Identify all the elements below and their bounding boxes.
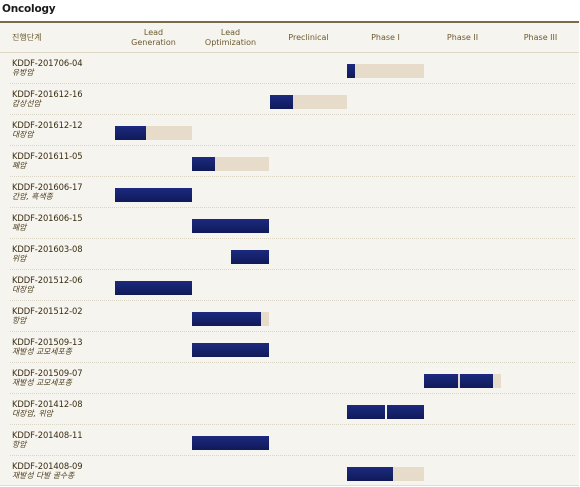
project-row-label: KDDF-201509-13 재발성 교모세포종	[12, 337, 117, 357]
project-code: KDDF-201603-08	[12, 244, 83, 254]
project-code: KDDF-201612-16	[12, 89, 83, 99]
project-indication: 간암, 흑색종	[12, 192, 53, 201]
project-indication: 재발성 교모세포종	[12, 378, 72, 387]
progress-bar	[115, 188, 192, 202]
project-row-label: KDDF-201408-09 재발성 다발 골수종	[12, 461, 117, 481]
stage-header-1: Lead Optimization	[204, 27, 257, 47]
progress-bar	[347, 467, 394, 481]
project-row-label: KDDF-201606-17 간암, 흑색종	[12, 182, 117, 202]
project-code: KDDF-201412-08	[12, 399, 83, 409]
project-code: KDDF-201706-04	[12, 58, 83, 68]
project-indication: 폐암	[12, 161, 27, 170]
project-indication: 유방암	[12, 68, 34, 77]
progress-track	[347, 64, 424, 78]
project-indication: 대장암	[12, 130, 34, 139]
row-separator	[10, 114, 575, 115]
project-indication: 위암	[12, 254, 27, 263]
progress-bar	[230, 250, 269, 264]
stage-header-label: 진행단계	[12, 32, 42, 42]
project-row-label: KDDF-201606-15 폐암	[12, 213, 117, 233]
project-row-label: KDDF-201408-11 항암	[12, 430, 117, 450]
project-code: KDDF-201606-15	[12, 213, 83, 223]
project-code: KDDF-201612-12	[12, 120, 83, 130]
project-code: KDDF-201408-09	[12, 461, 83, 471]
row-separator	[10, 269, 575, 270]
project-code: KDDF-201512-02	[12, 306, 83, 316]
project-indication: 폐암	[12, 223, 27, 232]
project-code: KDDF-201408-11	[12, 430, 83, 440]
progress-bar	[192, 157, 216, 171]
project-row-label: KDDF-201509-07 재발성 교모세포종	[12, 368, 117, 388]
project-row-label: KDDF-201611-05 폐암	[12, 151, 117, 171]
progress-bar	[192, 219, 269, 233]
project-code: KDDF-201512-06	[12, 275, 83, 285]
progress-bar	[270, 95, 294, 109]
project-indication: 항암	[12, 440, 27, 449]
project-row-label: KDDF-201612-12 대장암	[12, 120, 117, 140]
project-indication: 재발성 다발 골수종	[12, 471, 75, 480]
row-separator	[10, 238, 575, 239]
project-code: KDDF-201606-17	[12, 182, 83, 192]
project-row-label: KDDF-201603-08 위암	[12, 244, 117, 264]
row-separator	[10, 424, 575, 425]
progress-bar	[192, 312, 262, 326]
project-indication: 재발성 교모세포종	[12, 347, 72, 356]
progress-bar	[347, 405, 385, 419]
row-separator	[10, 393, 575, 394]
progress-bar	[424, 374, 458, 388]
stage-header-row: 진행단계 Lead Generation Lead Optimization Pre…	[0, 23, 579, 53]
row-separator	[10, 362, 575, 363]
stage-header-3: Phase I	[371, 32, 400, 42]
project-row-label: KDDF-201512-06 대장암	[12, 275, 117, 295]
progress-bar	[459, 374, 494, 388]
progress-bar	[192, 343, 269, 357]
project-row-label: KDDF-201706-04 유방암	[12, 58, 117, 78]
progress-bar	[386, 405, 424, 419]
row-separator	[10, 331, 575, 332]
stage-header-5: Phase III	[523, 32, 558, 42]
progress-bar	[192, 436, 269, 450]
project-row-label: KDDF-201612-16 갑상선암	[12, 89, 117, 109]
row-separator	[10, 300, 575, 301]
row-separator	[10, 176, 575, 177]
project-indication: 대장암, 위암	[12, 409, 53, 418]
pipeline-table: 진행단계 Lead Generation Lead Optimization Pre…	[0, 21, 579, 486]
row-separator	[10, 455, 575, 456]
project-indication: 항암	[12, 316, 27, 325]
row-separator	[10, 83, 575, 84]
stage-header-4: Phase II	[446, 32, 479, 42]
stage-header-2: Preclinical	[288, 32, 329, 42]
project-indication: 갑상선암	[12, 99, 41, 108]
progress-bar	[115, 281, 192, 295]
project-code: KDDF-201509-13	[12, 337, 83, 347]
project-row-label: KDDF-201512-02 항암	[12, 306, 117, 326]
project-row-label: KDDF-201412-08 대장암, 위암	[12, 399, 117, 419]
project-indication: 대장암	[12, 285, 34, 294]
stage-header-0: Lead Generation	[131, 27, 176, 47]
progress-bar	[115, 126, 146, 140]
row-separator	[10, 145, 575, 146]
project-code: KDDF-201509-07	[12, 368, 83, 378]
project-code: KDDF-201611-05	[12, 151, 83, 161]
section-title: Oncology	[2, 3, 56, 15]
row-separator	[10, 207, 575, 208]
progress-bar	[347, 64, 355, 78]
